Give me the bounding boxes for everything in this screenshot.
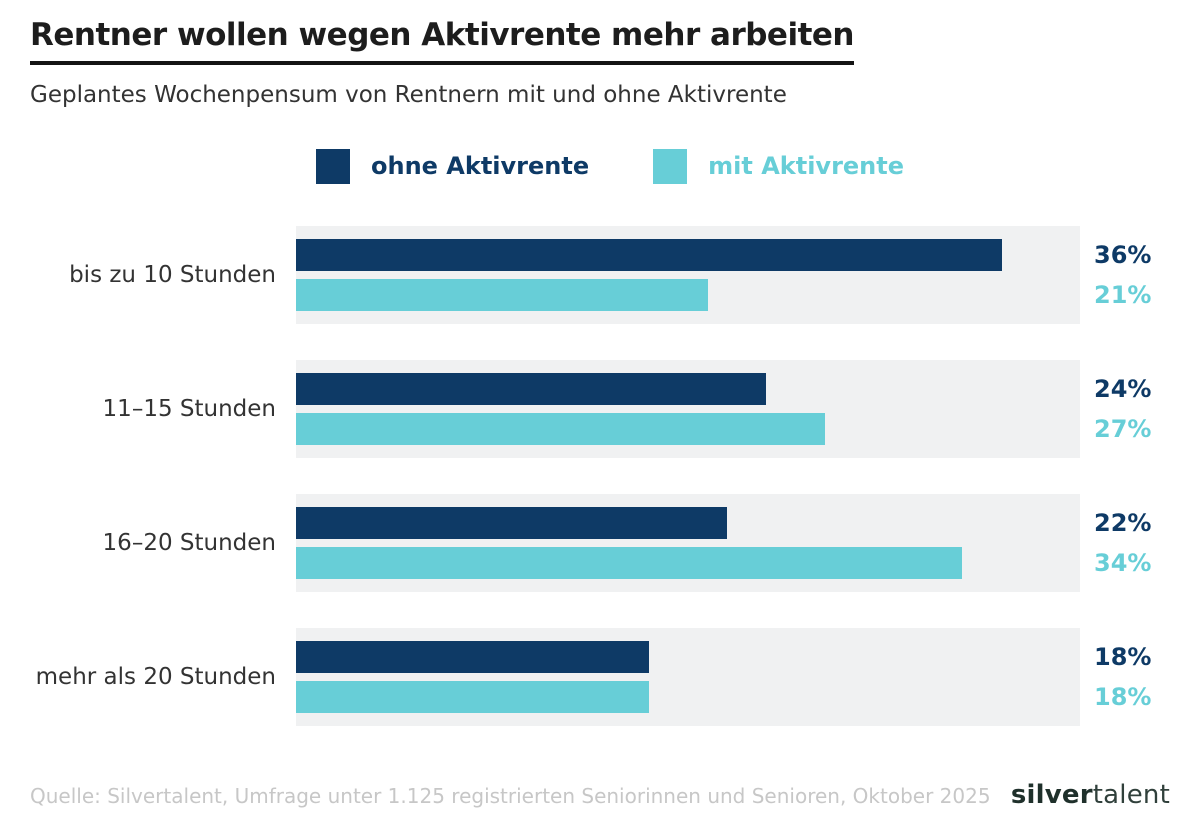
bar-mit-aktivrente: [296, 279, 708, 312]
header: Rentner wollen wegen Aktivrente mehr arb…: [30, 18, 1170, 108]
value-labels: 36% 21%: [1094, 226, 1152, 324]
chart-row: 11–15 Stunden 24% 27%: [30, 360, 1170, 459]
value-labels: 22% 34%: [1094, 494, 1152, 592]
bar-mit-aktivrente: [296, 681, 649, 714]
value-label-ohne-aktivrente: 36%: [1094, 241, 1152, 270]
category-label: mehr als 20 Stunden: [35, 664, 276, 691]
bar-mit-aktivrente: [296, 413, 826, 446]
bar-ohne-aktivrente: [296, 641, 649, 674]
legend-swatch-navy-icon: [316, 148, 350, 184]
logo-text-talent: talent: [1092, 780, 1170, 810]
bar-mit-aktivrente: [296, 547, 963, 580]
logo-text-silver: silver: [1010, 780, 1093, 810]
grouped-bar-chart: bis zu 10 Stunden 36% 21% 11–15 Stunden …: [30, 226, 1170, 727]
chart-row: mehr als 20 Stunden 18% 18%: [30, 628, 1170, 727]
value-labels: 18% 18%: [1094, 628, 1152, 726]
chart-row: 16–20 Stunden 22% 34%: [30, 494, 1170, 593]
legend-item-ohne-aktivrente: ohne Aktivrente: [316, 148, 590, 184]
silvertalent-logo: silvertalent: [1011, 780, 1170, 810]
legend-label-ohne-aktivrente: ohne Aktivrente: [371, 152, 590, 181]
legend-swatch-cyan-icon: [653, 148, 688, 184]
bar-ohne-aktivrente: [296, 239, 1002, 272]
page-title: Rentner wollen wegen Aktivrente mehr arb…: [30, 18, 855, 66]
value-label-mit-aktivrente: 34%: [1094, 549, 1152, 578]
bar-track: [296, 494, 1080, 593]
category-label: 11–15 Stunden: [102, 396, 276, 423]
legend-label-mit-aktivrente: mit Aktivrente: [708, 152, 905, 181]
legend-item-mit-aktivrente: mit Aktivrente: [653, 148, 905, 184]
bar-track: [296, 360, 1080, 459]
footer: Quelle: Silvertalent, Umfrage unter 1.12…: [30, 780, 1170, 816]
value-label-mit-aktivrente: 18%: [1094, 683, 1152, 712]
bar-ohne-aktivrente: [296, 507, 728, 540]
chart-row: bis zu 10 Stunden 36% 21%: [30, 226, 1170, 325]
bar-ohne-aktivrente: [296, 373, 767, 406]
value-label-mit-aktivrente: 27%: [1094, 415, 1152, 444]
value-labels: 24% 27%: [1094, 360, 1152, 458]
legend: ohne Aktivrente mit Aktivrente: [316, 148, 1170, 184]
category-label: 16–20 Stunden: [102, 530, 276, 557]
value-label-mit-aktivrente: 21%: [1094, 281, 1152, 310]
category-label: bis zu 10 Stunden: [69, 262, 276, 289]
subtitle: Geplantes Wochenpensum von Rentnern mit …: [30, 82, 787, 109]
value-label-ohne-aktivrente: 18%: [1094, 643, 1152, 672]
source-note: Quelle: Silvertalent, Umfrage unter 1.12…: [30, 784, 991, 808]
value-label-ohne-aktivrente: 24%: [1094, 375, 1152, 404]
bar-track: [296, 628, 1080, 727]
bar-track: [296, 226, 1080, 325]
value-label-ohne-aktivrente: 22%: [1094, 509, 1152, 538]
